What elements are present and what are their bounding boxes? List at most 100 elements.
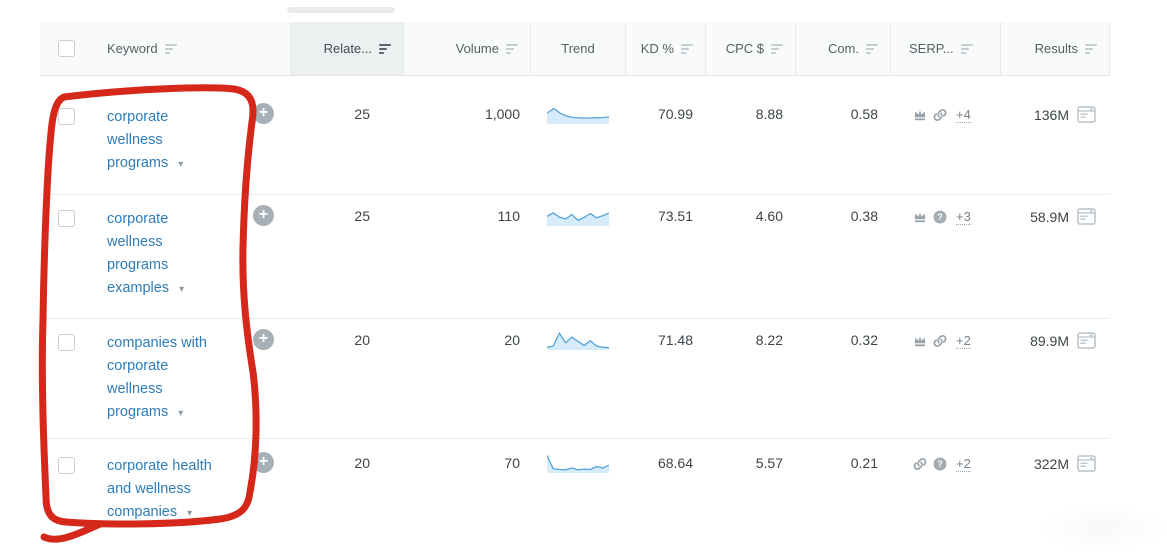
table-row: companies with corporate wellness progra… [40, 318, 1110, 438]
sort-icon[interactable] [164, 42, 177, 56]
trend-sparkline [546, 107, 609, 124]
sort-icon[interactable] [1085, 42, 1097, 56]
serp-features-cell: +2 [890, 319, 1000, 438]
column-header-keyword[interactable]: Keyword [95, 22, 290, 75]
sort-icon[interactable] [681, 42, 693, 56]
serp-features-cell: +4 [890, 76, 1000, 194]
column-label: Keyword [107, 41, 158, 56]
add-keyword-button[interactable]: + [253, 452, 274, 473]
table-body: corporate wellness programs ▾ + 25 1,000… [40, 76, 1110, 551]
crown-icon [914, 336, 926, 347]
trend-cell [530, 439, 625, 551]
keyword-cell: corporate wellness programs ▾ + [95, 76, 290, 194]
keyword-link[interactable]: corporate health and wellness companies … [107, 458, 212, 520]
column-label: Com. [827, 41, 859, 56]
table-row: corporate health and wellness companies … [40, 438, 1110, 551]
results-cell: 136M [1000, 76, 1110, 194]
scrollbar-thumb[interactable] [287, 7, 395, 13]
kd-value: 68.64 [657, 455, 693, 471]
results-value: 89.9M [1030, 333, 1069, 349]
related-value: 25 [354, 106, 370, 122]
results-value: 58.9M [1030, 209, 1069, 225]
sort-icon[interactable] [771, 42, 783, 56]
row-select-cell [40, 319, 95, 438]
cpc-value: 4.60 [755, 208, 783, 224]
column-header-serp[interactable]: SERP... [890, 22, 1000, 75]
serp-features-cell: ? +3 [890, 195, 1000, 318]
serp-more-link[interactable]: +3 [956, 209, 971, 225]
results-cell: 89.9M [1000, 319, 1110, 438]
svg-text:?: ? [937, 212, 943, 222]
related-value: 20 [354, 455, 370, 471]
com-value: 0.21 [850, 455, 878, 471]
table-row: corporate wellness programs ▾ + 25 1,000… [40, 76, 1110, 194]
results-value: 322M [1033, 456, 1069, 472]
add-keyword-button[interactable]: + [253, 329, 274, 350]
row-checkbox[interactable] [58, 334, 75, 351]
column-header-cpc[interactable]: CPC $ [705, 22, 795, 75]
com-value: 0.58 [850, 106, 878, 122]
related-value: 20 [354, 332, 370, 348]
serp-more-link[interactable]: +2 [956, 456, 971, 472]
volume-value: 110 [497, 208, 520, 224]
column-header-trend: Trend [530, 22, 625, 75]
serp-snapshot-icon[interactable] [1077, 106, 1096, 123]
column-header-kd[interactable]: KD % [625, 22, 705, 75]
kd-value: 73.51 [657, 208, 693, 224]
cpc-value: 8.22 [755, 332, 783, 348]
link-icon [933, 335, 947, 347]
select-all-checkbox[interactable] [58, 40, 75, 57]
keyword-link[interactable]: corporate wellness programs ▾ [107, 109, 184, 171]
kd-value: 71.48 [657, 332, 693, 348]
results-cell: 58.9M [1000, 195, 1110, 318]
add-keyword-button[interactable]: + [253, 205, 274, 226]
header-select-cell [40, 22, 95, 75]
sort-icon[interactable] [506, 42, 518, 56]
column-header-related[interactable]: Relate... [290, 22, 403, 75]
trend-cell [530, 76, 625, 194]
keyword-cell: companies with corporate wellness progra… [95, 319, 290, 438]
sort-icon[interactable] [960, 42, 973, 56]
column-label: Results [1034, 41, 1078, 56]
serp-snapshot-icon[interactable] [1077, 332, 1096, 349]
row-checkbox[interactable] [58, 457, 75, 474]
serp-more-link[interactable]: +4 [956, 107, 971, 123]
keyword-link[interactable]: corporate wellness programs examples ▾ [107, 211, 185, 296]
column-label: Relate... [323, 41, 372, 56]
column-header-volume[interactable]: Volume [403, 22, 530, 75]
sort-icon[interactable] [866, 42, 878, 56]
row-checkbox[interactable] [58, 108, 75, 125]
keyword-cell: corporate wellness programs examples ▾ + [95, 195, 290, 318]
cpc-value: 8.88 [755, 106, 783, 122]
results-value: 136M [1033, 107, 1069, 123]
crown-icon [914, 110, 926, 121]
keyword-link[interactable]: companies with corporate wellness progra… [107, 335, 207, 420]
serp-snapshot-icon[interactable] [1077, 208, 1096, 225]
column-label: CPC $ [725, 41, 764, 56]
column-label: SERP... [909, 41, 954, 56]
add-keyword-button[interactable]: + [253, 103, 274, 124]
link-icon [933, 109, 947, 121]
related-value: 25 [354, 208, 370, 224]
column-header-com[interactable]: Com. [795, 22, 890, 75]
chevron-down-icon: ▾ [178, 159, 184, 170]
keyword-table: Keyword Relate... Volume Trend KD % CPC $ Com.… [40, 22, 1110, 551]
results-cell: 322M [1000, 439, 1110, 551]
trend-sparkline [546, 212, 609, 226]
serp-more-link[interactable]: +2 [956, 333, 971, 349]
keyword-cell: corporate health and wellness companies … [95, 439, 290, 551]
column-header-results[interactable]: Results [1000, 22, 1110, 75]
sort-icon[interactable] [379, 42, 391, 56]
crown-icon [914, 212, 926, 223]
kd-value: 70.99 [657, 106, 693, 122]
table-header: Keyword Relate... Volume Trend KD % CPC $ Com.… [40, 22, 1110, 76]
chevron-down-icon: ▾ [179, 284, 185, 295]
trend-cell [530, 195, 625, 318]
row-checkbox[interactable] [58, 210, 75, 227]
com-value: 0.32 [850, 332, 878, 348]
volume-value: 20 [504, 332, 520, 348]
question-icon: ? [933, 457, 947, 471]
trend-cell [530, 319, 625, 438]
serp-snapshot-icon[interactable] [1077, 455, 1096, 472]
